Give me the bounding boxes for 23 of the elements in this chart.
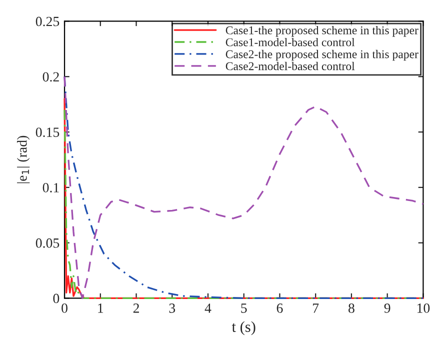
x-tick-label: 9 <box>384 304 390 313</box>
legend-label: Case2-the proposed scheme in this paper <box>226 50 418 61</box>
x-tick-label: 5 <box>241 304 247 313</box>
x-tick-label: 0 <box>62 303 68 313</box>
y-tick-label: 0.15 <box>36 128 60 138</box>
y-tick-label: 0.1 <box>42 183 59 192</box>
y-tick-label: 0.2 <box>42 72 59 82</box>
y-axis-title: |e$_{1}$| (rad) <box>17 136 30 184</box>
y-tick-label: 0 <box>53 294 60 304</box>
y-tick-label: 0.25 <box>36 16 60 26</box>
x-tick-label: 7 <box>313 304 319 313</box>
x-tick-label: 4 <box>204 304 212 313</box>
x-tick-label: 10 <box>417 303 430 313</box>
y-tick-label: 0.05 <box>36 238 60 248</box>
x-tick-label: 8 <box>348 303 354 313</box>
x-axis-title: t (s) <box>232 321 256 336</box>
x-tick-label: 2 <box>133 304 139 313</box>
x-tick-label: 1 <box>98 304 104 313</box>
legend-label: Case1-the proposed scheme in this paper <box>226 26 418 37</box>
x-tick-label: 3 <box>169 304 176 313</box>
legend-label: Case2-model-based control <box>226 62 355 70</box>
x-tick-label: 6 <box>276 304 283 313</box>
legend-label: Case1-model-based control <box>226 38 355 46</box>
